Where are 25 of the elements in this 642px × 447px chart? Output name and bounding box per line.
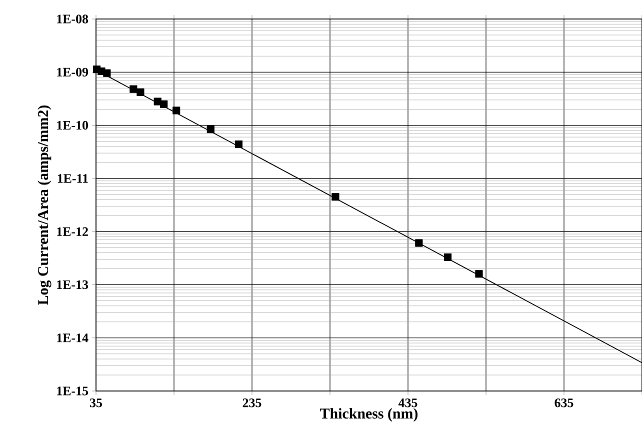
point bbox=[444, 253, 452, 261]
y-tick-label: 1E-13 bbox=[57, 280, 88, 290]
y-axis-title: Log Current/Area (amps/mm2) bbox=[38, 106, 52, 305]
point bbox=[130, 85, 138, 93]
point bbox=[103, 69, 111, 77]
point bbox=[160, 100, 168, 108]
point bbox=[172, 106, 180, 114]
y-tick-label: 1E-10 bbox=[57, 120, 88, 130]
y-tick-label: 1E-08 bbox=[57, 14, 88, 24]
y-tick-label: 1E-09 bbox=[57, 68, 88, 77]
y-tick-label: 1E-11 bbox=[58, 174, 88, 183]
x-axis-title: Thickness (nm) bbox=[320, 408, 418, 422]
x-tick-label: 435 bbox=[398, 398, 418, 408]
y-tick-label: 1E-14 bbox=[57, 334, 88, 342]
point bbox=[475, 270, 483, 278]
point bbox=[415, 239, 423, 247]
point bbox=[234, 140, 243, 148]
point bbox=[136, 88, 144, 96]
x-tick-label: 35 bbox=[90, 398, 102, 408]
y-tick-label: 1E-15 bbox=[57, 386, 88, 396]
point bbox=[206, 126, 214, 134]
x-tick-label: 235 bbox=[242, 398, 262, 408]
point bbox=[332, 193, 340, 201]
y-tick-label: 1E-12 bbox=[57, 227, 88, 236]
x-tick-label: 635 bbox=[554, 398, 574, 408]
